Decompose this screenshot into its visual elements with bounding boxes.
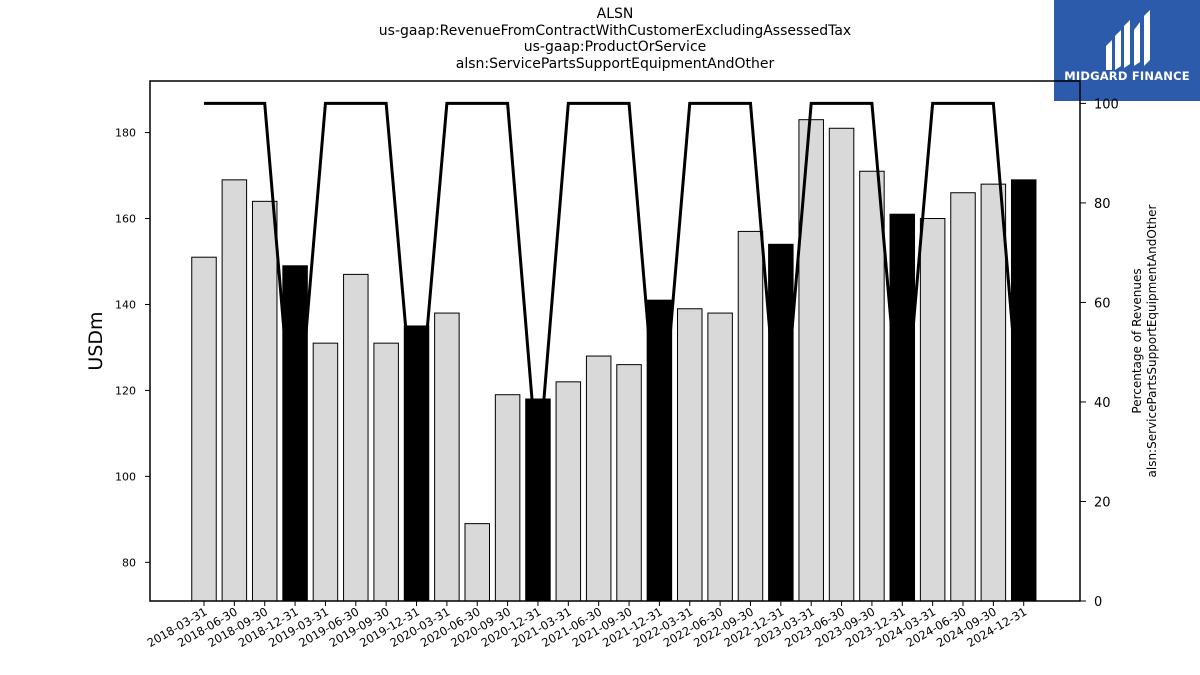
annual-bar — [1010, 179, 1037, 602]
quarter-bar — [464, 523, 490, 602]
quarter-bar — [434, 312, 460, 602]
y2-tick-label: 0 — [1094, 595, 1102, 610]
title-line-member: alsn:ServicePartsSupportEquipmentAndOthe… — [455, 55, 775, 72]
y-tick-label: 180 — [115, 127, 136, 140]
quarter-bar — [494, 394, 521, 602]
percentage-line — [204, 101, 1026, 472]
y2-tick-label: 100 — [1094, 97, 1119, 112]
quarter-bar — [707, 312, 733, 602]
quarter-bar — [859, 170, 885, 602]
quarter-bar — [191, 256, 217, 602]
midgard-finance-logo: MIDGARD FINANCE — [1054, 0, 1200, 101]
y2-tick-label: 80 — [1094, 197, 1111, 212]
quarter-bar — [737, 230, 764, 602]
chart-title: ALSN us-gaap:RevenueFromContractWithCust… — [0, 6, 1200, 72]
title-line-concept: us-gaap:RevenueFromContractWithCustomerE… — [378, 22, 852, 39]
quarter-bar — [950, 192, 976, 602]
y2-tick-label: 60 — [1094, 296, 1111, 311]
annual-bar — [768, 243, 794, 602]
plot-frame — [149, 80, 1081, 602]
y-tick-label: 80 — [122, 556, 136, 569]
quarter-bar — [919, 218, 946, 602]
title-line-axis: us-gaap:ProductOrService — [523, 39, 707, 55]
quarter-bar — [677, 308, 703, 602]
y2-tick-label: 20 — [1094, 495, 1111, 510]
y-tick-label: 160 — [115, 213, 136, 226]
y-tick-label: 100 — [115, 470, 136, 483]
quarter-bar — [312, 342, 339, 602]
y-tick-label: 120 — [115, 384, 136, 397]
y-axis-label: USDm — [85, 311, 107, 370]
quarter-bar — [555, 381, 582, 602]
y-tick-label: 140 — [115, 298, 136, 311]
y2-axis-label-line2: alsn:ServicePartsSupportEquipmentAndOthe… — [1145, 204, 1159, 477]
quarter-bar — [828, 127, 855, 602]
quarter-bar — [221, 179, 248, 602]
annual-bar — [282, 265, 308, 602]
annual-bar — [889, 213, 916, 602]
quarter-bar — [616, 364, 642, 602]
title-line-ticker: ALSN — [596, 6, 634, 22]
logo-text: MIDGARD FINANCE — [1064, 69, 1190, 83]
y2-tick-label: 40 — [1094, 396, 1111, 411]
annual-bar — [525, 398, 551, 602]
quarter-bar — [373, 342, 399, 602]
quarter-bar — [251, 200, 278, 602]
quarter-bar — [343, 273, 369, 602]
quarter-bar — [585, 355, 612, 602]
y2-axis-label-line1: Percentage of Revenues — [1130, 268, 1144, 413]
quarter-bar — [980, 183, 1007, 602]
logo-mark-icon — [1106, 10, 1150, 70]
